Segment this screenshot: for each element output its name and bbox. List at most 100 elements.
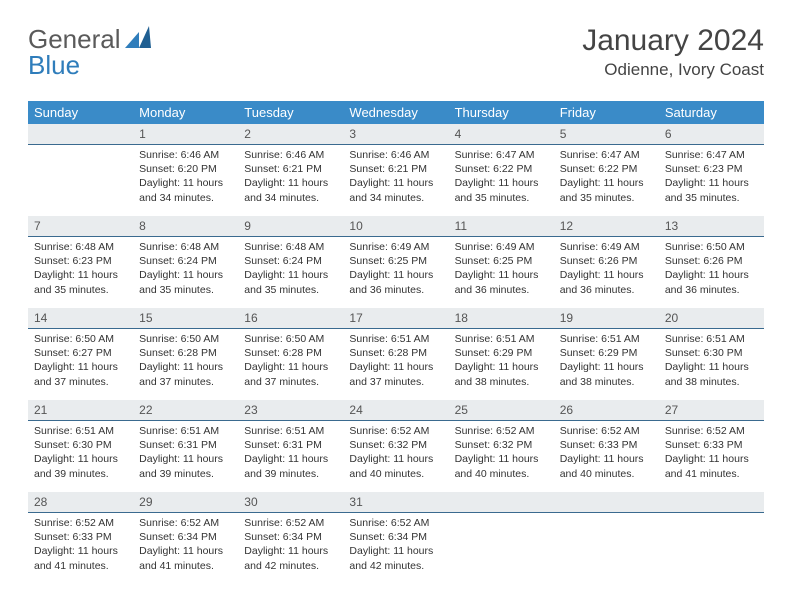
daylight1-text: Daylight: 11 hours: [139, 268, 232, 282]
day-cell: Sunrise: 6:52 AMSunset: 6:32 PMDaylight:…: [343, 421, 448, 493]
daylight1-text: Daylight: 11 hours: [139, 544, 232, 558]
sunrise-text: Sunrise: 6:50 AM: [139, 332, 232, 346]
sunrise-text: Sunrise: 6:52 AM: [349, 424, 442, 438]
day-cell: Sunrise: 6:51 AMSunset: 6:31 PMDaylight:…: [238, 421, 343, 493]
day-number: [28, 124, 133, 145]
day-number: 9: [238, 216, 343, 237]
day-number: 29: [133, 492, 238, 513]
day-cell: Sunrise: 6:51 AMSunset: 6:29 PMDaylight:…: [449, 329, 554, 401]
day-number: 31: [343, 492, 448, 513]
day-number: 8: [133, 216, 238, 237]
sunset-text: Sunset: 6:26 PM: [560, 254, 653, 268]
daylight2-text: and 35 minutes.: [34, 283, 127, 297]
day-number-row: 123456: [28, 124, 764, 145]
day-cell: Sunrise: 6:52 AMSunset: 6:33 PMDaylight:…: [554, 421, 659, 493]
sunset-text: Sunset: 6:33 PM: [34, 530, 127, 544]
daylight2-text: and 41 minutes.: [665, 467, 758, 481]
day-cell: Sunrise: 6:49 AMSunset: 6:26 PMDaylight:…: [554, 237, 659, 309]
sunrise-text: Sunrise: 6:51 AM: [665, 332, 758, 346]
sunset-text: Sunset: 6:33 PM: [560, 438, 653, 452]
day-number: 6: [659, 124, 764, 145]
sunset-text: Sunset: 6:32 PM: [455, 438, 548, 452]
daylight1-text: Daylight: 11 hours: [349, 360, 442, 374]
day-cell: Sunrise: 6:47 AMSunset: 6:23 PMDaylight:…: [659, 145, 764, 217]
sunrise-text: Sunrise: 6:50 AM: [665, 240, 758, 254]
sunrise-text: Sunrise: 6:52 AM: [34, 516, 127, 530]
sunset-text: Sunset: 6:24 PM: [139, 254, 232, 268]
sunrise-text: Sunrise: 6:51 AM: [455, 332, 548, 346]
sunrise-text: Sunrise: 6:52 AM: [560, 424, 653, 438]
daylight1-text: Daylight: 11 hours: [244, 176, 337, 190]
day-number-row: 28293031: [28, 492, 764, 513]
day-number: 14: [28, 308, 133, 329]
day-number: 27: [659, 400, 764, 421]
day-number: 18: [449, 308, 554, 329]
sunrise-text: Sunrise: 6:46 AM: [139, 148, 232, 162]
daylight1-text: Daylight: 11 hours: [665, 360, 758, 374]
sunrise-text: Sunrise: 6:51 AM: [34, 424, 127, 438]
daylight2-text: and 34 minutes.: [349, 191, 442, 205]
day-cell: Sunrise: 6:51 AMSunset: 6:30 PMDaylight:…: [659, 329, 764, 401]
day-data-row: Sunrise: 6:46 AMSunset: 6:20 PMDaylight:…: [28, 145, 764, 217]
weekday-header: Thursday: [449, 101, 554, 124]
sunset-text: Sunset: 6:29 PM: [560, 346, 653, 360]
daylight1-text: Daylight: 11 hours: [349, 452, 442, 466]
day-cell: Sunrise: 6:52 AMSunset: 6:33 PMDaylight:…: [659, 421, 764, 493]
daylight2-text: and 36 minutes.: [455, 283, 548, 297]
day-number: 2: [238, 124, 343, 145]
daylight2-text: and 34 minutes.: [139, 191, 232, 205]
sunset-text: Sunset: 6:20 PM: [139, 162, 232, 176]
daylight1-text: Daylight: 11 hours: [34, 452, 127, 466]
sunrise-text: Sunrise: 6:47 AM: [665, 148, 758, 162]
day-data-row: Sunrise: 6:50 AMSunset: 6:27 PMDaylight:…: [28, 329, 764, 401]
day-number: [449, 492, 554, 513]
daylight2-text: and 39 minutes.: [244, 467, 337, 481]
day-cell: Sunrise: 6:51 AMSunset: 6:28 PMDaylight:…: [343, 329, 448, 401]
day-number-row: 14151617181920: [28, 308, 764, 329]
month-title: January 2024: [582, 24, 764, 58]
day-cell: Sunrise: 6:48 AMSunset: 6:24 PMDaylight:…: [238, 237, 343, 309]
daylight2-text: and 42 minutes.: [244, 559, 337, 573]
sunset-text: Sunset: 6:23 PM: [34, 254, 127, 268]
day-number: [554, 492, 659, 513]
daylight2-text: and 36 minutes.: [560, 283, 653, 297]
sunrise-text: Sunrise: 6:49 AM: [455, 240, 548, 254]
sunset-text: Sunset: 6:34 PM: [349, 530, 442, 544]
sunrise-text: Sunrise: 6:51 AM: [139, 424, 232, 438]
daylight2-text: and 37 minutes.: [349, 375, 442, 389]
daylight1-text: Daylight: 11 hours: [349, 268, 442, 282]
calendar-body: 123456Sunrise: 6:46 AMSunset: 6:20 PMDay…: [28, 124, 764, 584]
sunrise-text: Sunrise: 6:47 AM: [455, 148, 548, 162]
day-cell: Sunrise: 6:50 AMSunset: 6:27 PMDaylight:…: [28, 329, 133, 401]
daylight2-text: and 37 minutes.: [34, 375, 127, 389]
day-cell: Sunrise: 6:49 AMSunset: 6:25 PMDaylight:…: [449, 237, 554, 309]
day-number: 3: [343, 124, 448, 145]
sunset-text: Sunset: 6:33 PM: [665, 438, 758, 452]
day-number: 4: [449, 124, 554, 145]
day-cell: Sunrise: 6:50 AMSunset: 6:26 PMDaylight:…: [659, 237, 764, 309]
daylight1-text: Daylight: 11 hours: [349, 176, 442, 190]
weekday-header: Wednesday: [343, 101, 448, 124]
day-cell: [554, 513, 659, 585]
daylight2-text: and 38 minutes.: [560, 375, 653, 389]
day-cell: Sunrise: 6:47 AMSunset: 6:22 PMDaylight:…: [554, 145, 659, 217]
calendar-page: General January 2024 Odienne, Ivory Coas…: [0, 0, 792, 608]
daylight2-text: and 35 minutes.: [560, 191, 653, 205]
daylight1-text: Daylight: 11 hours: [665, 452, 758, 466]
daylight2-text: and 38 minutes.: [665, 375, 758, 389]
day-cell: Sunrise: 6:48 AMSunset: 6:24 PMDaylight:…: [133, 237, 238, 309]
sunset-text: Sunset: 6:31 PM: [139, 438, 232, 452]
day-number: 19: [554, 308, 659, 329]
daylight1-text: Daylight: 11 hours: [139, 360, 232, 374]
sunset-text: Sunset: 6:22 PM: [455, 162, 548, 176]
daylight1-text: Daylight: 11 hours: [665, 176, 758, 190]
day-number: 5: [554, 124, 659, 145]
day-number: 24: [343, 400, 448, 421]
sunset-text: Sunset: 6:32 PM: [349, 438, 442, 452]
sunrise-text: Sunrise: 6:46 AM: [349, 148, 442, 162]
day-number: 11: [449, 216, 554, 237]
sunrise-text: Sunrise: 6:51 AM: [349, 332, 442, 346]
day-number: 10: [343, 216, 448, 237]
day-number: 22: [133, 400, 238, 421]
day-cell: Sunrise: 6:52 AMSunset: 6:34 PMDaylight:…: [238, 513, 343, 585]
